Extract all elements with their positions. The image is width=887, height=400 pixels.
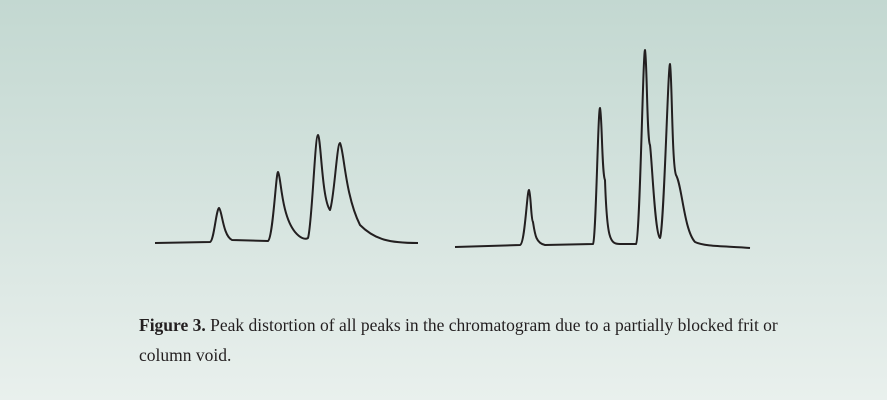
chromatograms <box>154 49 751 249</box>
figure-caption: Figure 3. Peak distortion of all peaks i… <box>139 310 799 370</box>
caption-text: Peak distortion of all peaks in the chro… <box>139 315 778 365</box>
chromatogram-distorted <box>154 134 419 244</box>
figure-label: Figure 3. <box>139 315 206 335</box>
chromatogram-split-peaks <box>454 49 751 249</box>
